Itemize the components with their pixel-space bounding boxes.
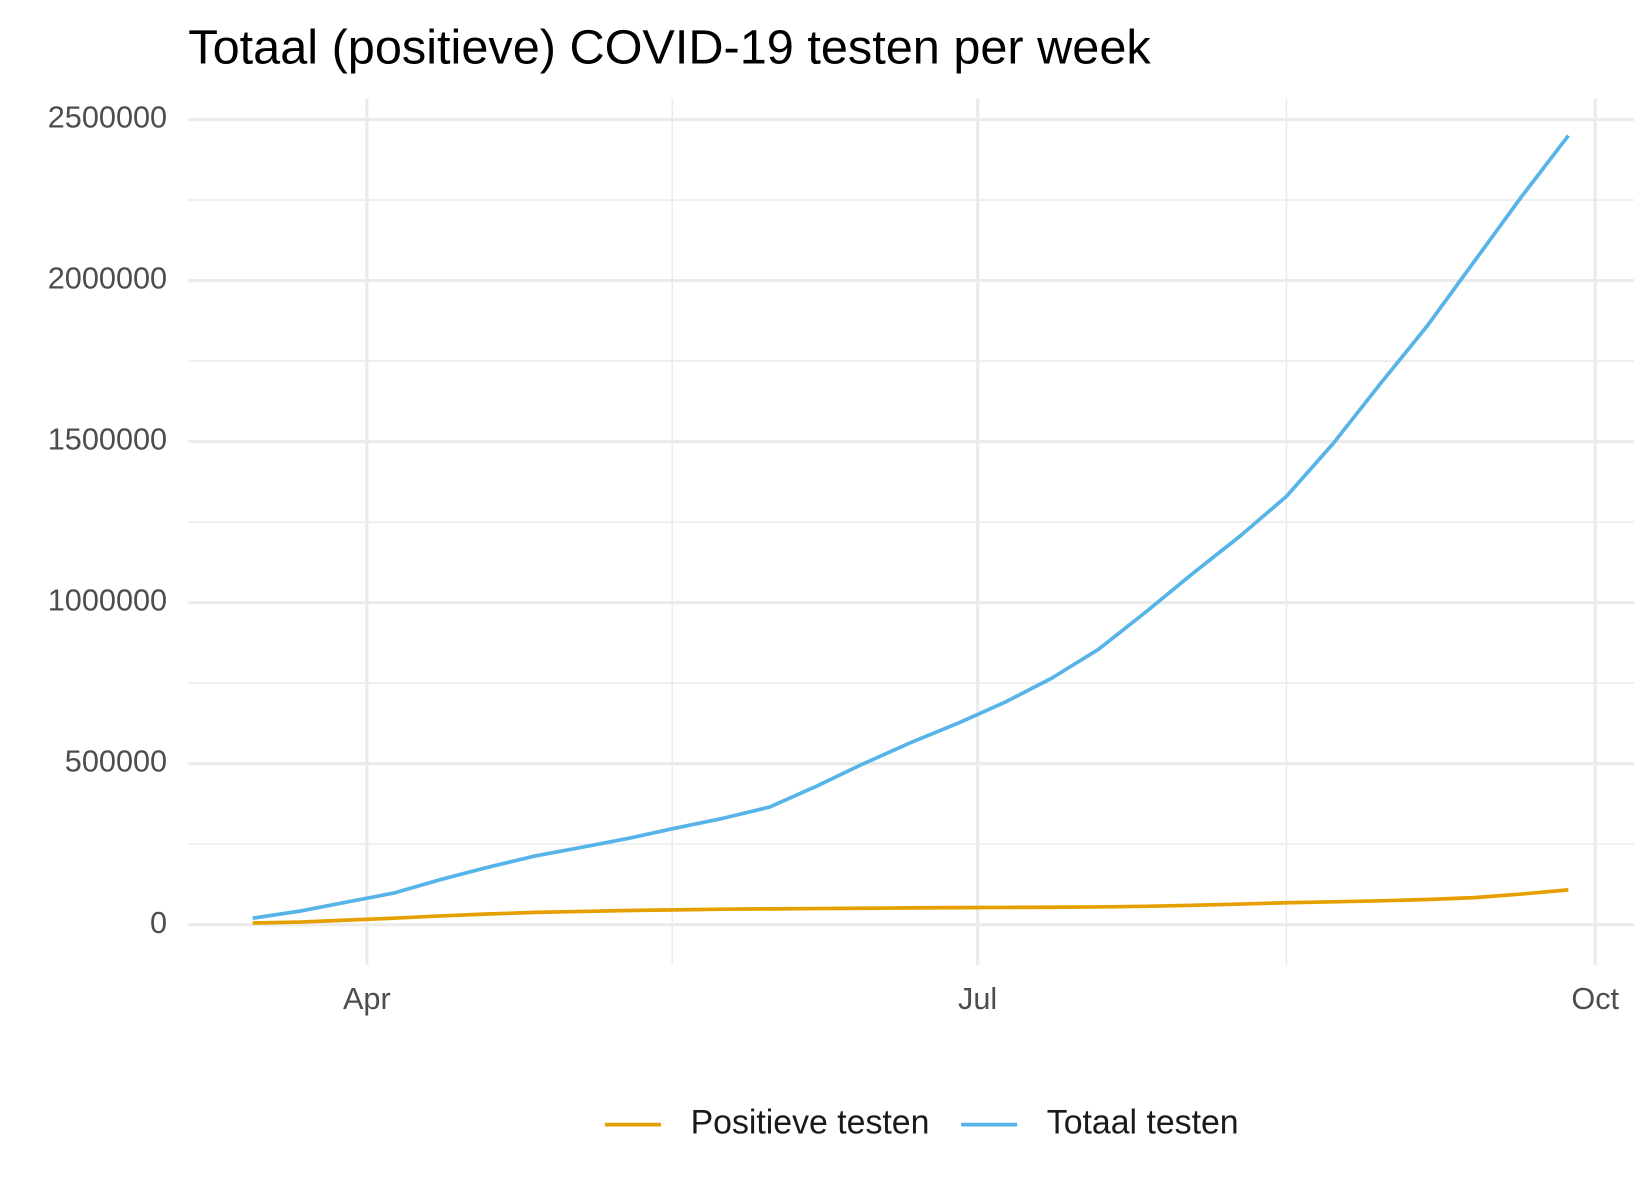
x-tick-label: Apr [343, 982, 391, 1016]
chart-title: Totaal (positieve) COVID-19 testen per w… [188, 21, 1151, 75]
y-tick-label: 1500000 [48, 423, 167, 457]
legend: Positieve testen Totaal testen [604, 1104, 1239, 1142]
y-tick-label: 2000000 [48, 262, 167, 296]
y-tick-label: 0 [150, 906, 167, 940]
y-tick-label: 2500000 [48, 101, 167, 135]
y-tick-label: 1000000 [48, 584, 167, 618]
y-tick-label: 500000 [65, 745, 167, 779]
legend-label: Positieve testen [691, 1104, 930, 1142]
x-tick-label: Oct [1571, 982, 1619, 1016]
x-tick-label: Jul [958, 982, 997, 1016]
series-line [252, 134, 1570, 921]
legend-label: Totaal testen [1047, 1104, 1239, 1142]
series-line [252, 888, 1569, 925]
